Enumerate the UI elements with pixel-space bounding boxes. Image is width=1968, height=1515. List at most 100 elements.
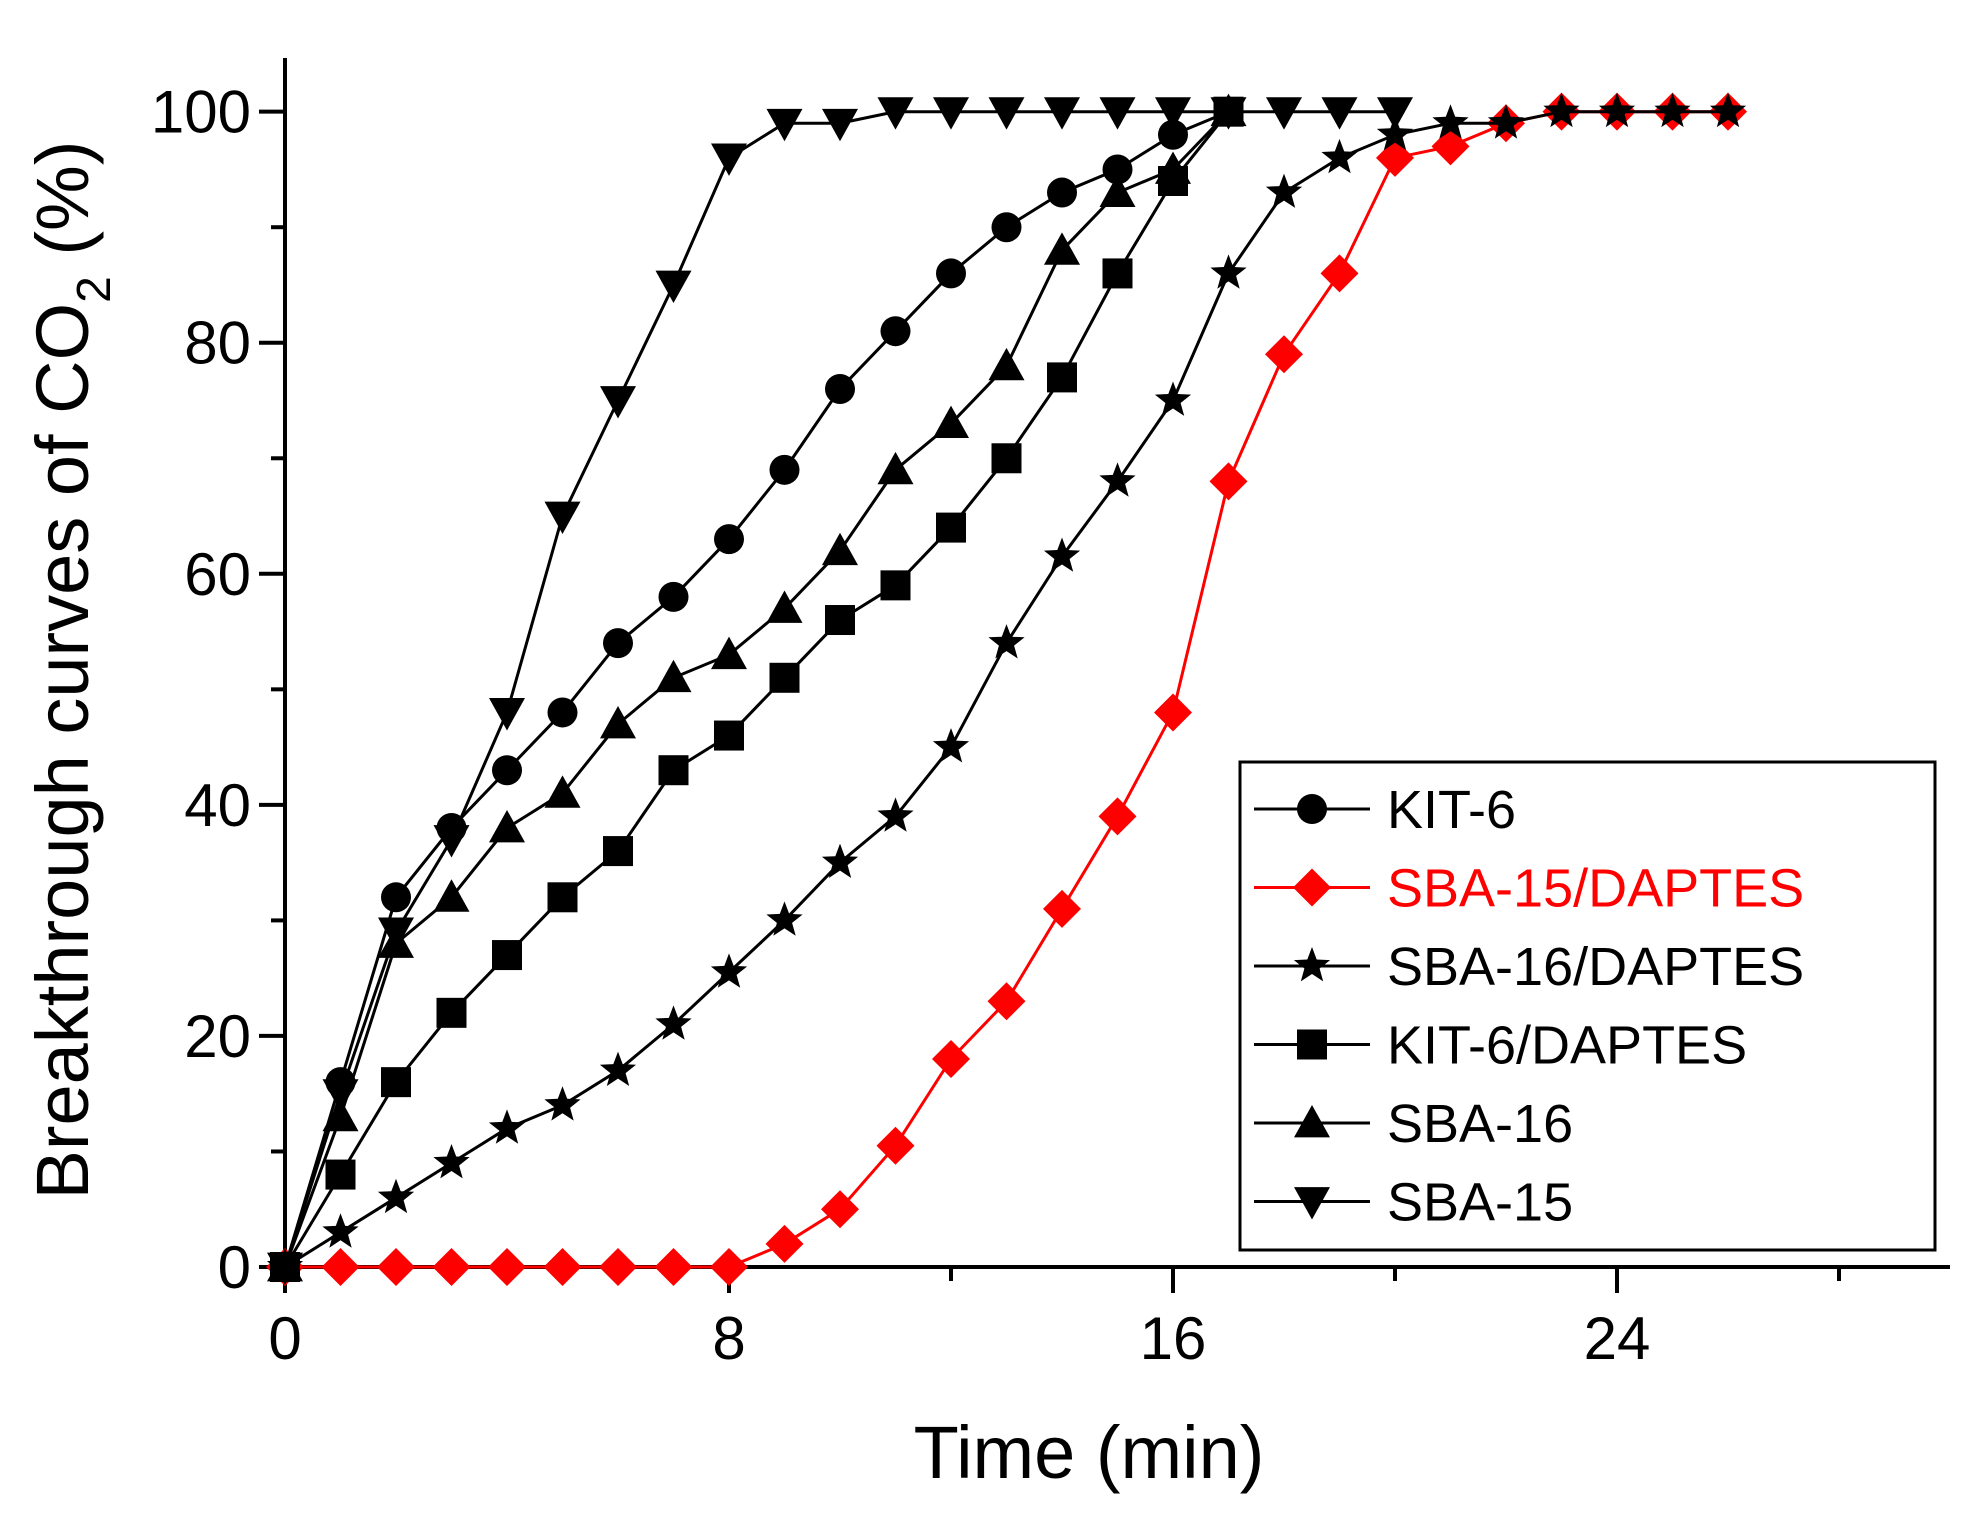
data-point xyxy=(381,882,411,913)
x-tick-label: 0 xyxy=(268,1305,301,1372)
data-point xyxy=(544,775,581,808)
data-point xyxy=(710,953,748,988)
data-point xyxy=(1376,115,1414,151)
legend-label: SBA-15/DAPTES xyxy=(1387,859,1804,919)
data-point xyxy=(1543,92,1580,128)
data-point xyxy=(714,524,744,555)
legend-marker xyxy=(1297,794,1327,824)
data-point xyxy=(766,590,803,623)
data-point xyxy=(655,659,692,693)
data-point xyxy=(1432,104,1469,139)
data-point xyxy=(492,940,522,971)
data-point xyxy=(543,1248,582,1286)
legend: KIT-6 SBA-15/DAPTES SBA-16/DAPTES KIT-6/DAP… xyxy=(1238,760,1937,1252)
data-point xyxy=(658,581,689,612)
data-point xyxy=(547,882,578,913)
data-point xyxy=(433,825,470,858)
data-point xyxy=(1098,797,1137,836)
data-point xyxy=(321,1248,360,1286)
y-axis-title: Breakthrough curves of CO2 (%) xyxy=(21,141,121,1200)
x-tick-label: 8 xyxy=(712,1305,745,1372)
legend-item: SBA-15 xyxy=(1254,1173,1573,1233)
data-point xyxy=(933,97,969,130)
data-point xyxy=(821,1190,859,1229)
data-point xyxy=(322,1079,359,1112)
data-point xyxy=(544,501,581,535)
legend-item: SBA-16/DAPTES xyxy=(1254,937,1804,997)
data-point xyxy=(1320,254,1359,293)
data-point xyxy=(1099,174,1136,207)
data-point xyxy=(988,624,1025,659)
data-point xyxy=(766,901,803,936)
data-point xyxy=(769,454,800,485)
data-point xyxy=(877,451,914,485)
data-point xyxy=(987,982,1026,1021)
legend-item: KIT-6 xyxy=(1254,780,1516,840)
data-point xyxy=(1377,97,1413,130)
data-point xyxy=(1102,154,1133,185)
legend-marker xyxy=(1293,947,1331,982)
data-point xyxy=(433,879,470,912)
data-point xyxy=(377,1178,415,1214)
data-point xyxy=(822,532,858,566)
data-point xyxy=(1209,462,1248,501)
x-tick-label: 16 xyxy=(1140,1305,1207,1372)
data-point xyxy=(547,697,578,728)
data-point xyxy=(988,347,1025,381)
data-point xyxy=(1102,258,1133,289)
legend-marker xyxy=(1294,1105,1330,1138)
data-point xyxy=(876,1126,915,1165)
data-point xyxy=(600,386,636,419)
data-point xyxy=(766,108,803,142)
data-point xyxy=(877,97,914,130)
data-point xyxy=(1043,889,1081,928)
data-point xyxy=(877,797,914,832)
data-point xyxy=(825,373,855,404)
x-axis-title: Time (min) xyxy=(914,1411,1265,1494)
data-point xyxy=(1265,335,1303,374)
series-sba-15 xyxy=(267,97,1413,1285)
data-point xyxy=(1099,97,1136,130)
data-point xyxy=(821,843,859,878)
legend-marker xyxy=(1293,868,1331,907)
series-sba-16 xyxy=(267,93,1247,1282)
data-point xyxy=(1155,97,1191,130)
data-point xyxy=(603,836,633,867)
data-point xyxy=(1654,92,1691,128)
data-point xyxy=(765,1224,804,1263)
data-point xyxy=(932,1040,970,1079)
data-point xyxy=(880,316,911,347)
data-point xyxy=(769,662,800,693)
data-point xyxy=(714,720,744,751)
data-point xyxy=(933,405,969,439)
x-tick-label: 24 xyxy=(1584,1305,1651,1372)
data-point xyxy=(1376,138,1414,177)
legend-label: SBA-15 xyxy=(1387,1173,1573,1233)
data-point xyxy=(603,628,633,659)
legend-marker xyxy=(1294,1187,1330,1220)
data-point xyxy=(600,705,636,739)
data-point xyxy=(1099,462,1136,497)
y-axis-title-subscript: 2 xyxy=(68,276,121,303)
data-point xyxy=(655,1005,692,1040)
data-point xyxy=(1487,104,1525,139)
data-point xyxy=(378,917,414,950)
data-point xyxy=(544,1086,581,1121)
y-axis-title-main: Breakthrough curves of CO xyxy=(21,303,104,1200)
data-point xyxy=(432,1248,471,1286)
data-point xyxy=(880,570,911,601)
series-kit-6 xyxy=(270,96,1244,1282)
data-point xyxy=(1044,232,1080,265)
data-point xyxy=(1598,92,1636,128)
data-point xyxy=(936,258,966,289)
data-point xyxy=(710,1248,748,1286)
plot-series xyxy=(266,92,1747,1286)
data-point xyxy=(711,143,747,176)
data-point xyxy=(988,97,1025,130)
data-point xyxy=(822,108,858,142)
data-point xyxy=(1154,693,1192,732)
data-point xyxy=(1154,381,1192,416)
y-tick-label: 60 xyxy=(184,541,251,608)
y-tick-label: 20 xyxy=(184,1003,251,1070)
